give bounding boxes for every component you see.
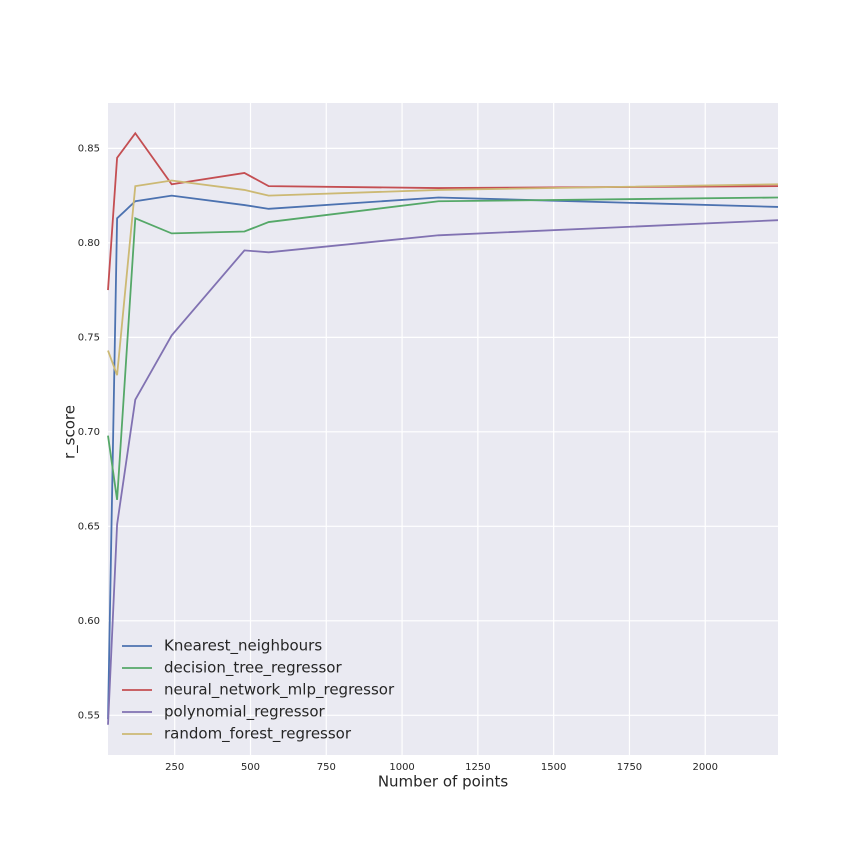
legend-label: decision_tree_regressor <box>164 659 342 678</box>
x-tick-label: 500 <box>241 762 260 773</box>
x-tick-label: 1750 <box>617 762 642 773</box>
series-line <box>107 196 779 500</box>
y-axis-label: r_score <box>61 405 80 459</box>
y-tick-label: 0.80 <box>78 238 100 249</box>
x-tick-label: 1500 <box>541 762 566 773</box>
y-tick-label: 0.70 <box>78 427 100 438</box>
series-line <box>107 219 779 725</box>
series-line <box>107 194 779 720</box>
legend-label: Knearest_neighbours <box>164 637 322 656</box>
series-line <box>107 179 779 376</box>
legend-label: neural_network_mlp_regressor <box>164 681 395 700</box>
series-line <box>107 131 779 291</box>
legend-label: polynomial_regressor <box>164 703 326 722</box>
y-tick-label: 0.60 <box>78 616 100 627</box>
legend-label: random_forest_regressor <box>164 725 352 744</box>
x-tick-label: 1250 <box>465 762 490 773</box>
x-tick-label: 2000 <box>693 762 718 773</box>
y-tick-label: 0.75 <box>78 332 100 343</box>
y-tick-label: 0.55 <box>78 710 100 721</box>
x-tick-label: 1000 <box>389 762 414 773</box>
x-tick-label: 250 <box>165 762 184 773</box>
y-tick-label: 0.85 <box>78 143 100 154</box>
plot-area <box>108 103 778 755</box>
y-tick-label: 0.65 <box>78 521 100 532</box>
x-tick-label: 750 <box>317 762 336 773</box>
x-axis-label: Number of points <box>378 773 509 791</box>
